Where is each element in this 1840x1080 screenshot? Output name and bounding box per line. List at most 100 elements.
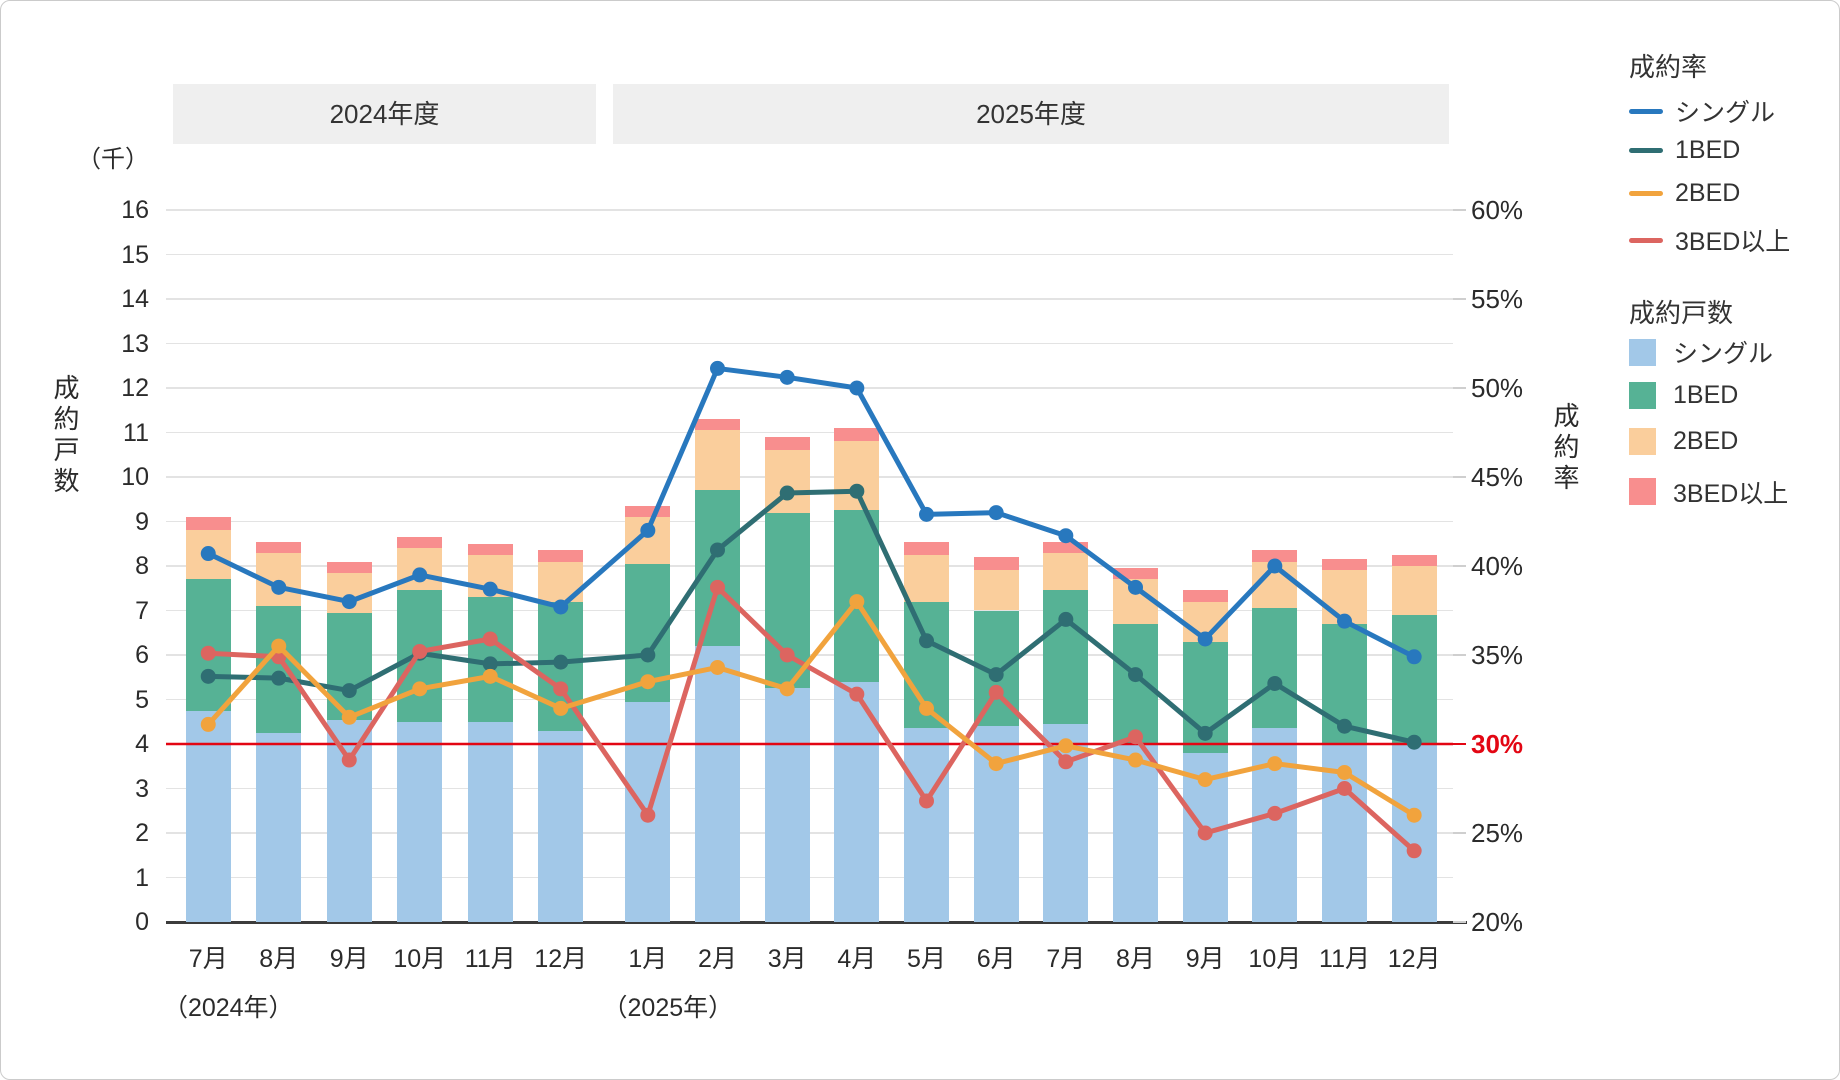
legend-count-item-swatch bbox=[1629, 428, 1656, 455]
right-axis-tick bbox=[1453, 654, 1466, 656]
left-axis-tick-label: 12 bbox=[121, 374, 149, 402]
bar-segment-3BED以上 bbox=[625, 505, 671, 518]
x-axis-month-label: 2月 bbox=[698, 945, 737, 973]
bar-segment-2BED bbox=[1322, 570, 1367, 624]
right-axis-tick-label: 50% bbox=[1471, 373, 1524, 403]
legend-rate-item: シングル bbox=[1629, 93, 1775, 129]
bar-segment-1BED bbox=[834, 510, 880, 682]
legend-rate-item: 2BED bbox=[1629, 179, 1740, 208]
legend-rate-item-label: 2BED bbox=[1675, 179, 1741, 207]
left-axis-tick-label: 10 bbox=[121, 463, 149, 491]
x-axis-month-label: 3月 bbox=[767, 945, 807, 973]
bar-segment-3BED以上 bbox=[185, 517, 231, 531]
x-axis-month-label: 5月 bbox=[907, 945, 946, 973]
legend-rate-item-swatch bbox=[1629, 148, 1663, 153]
left-axis-tick-label: 2 bbox=[135, 819, 149, 847]
legend-rate-item-swatch bbox=[1629, 108, 1663, 114]
legend-count-item-swatch bbox=[1629, 381, 1656, 409]
left-axis-tick-label: 7 bbox=[135, 596, 149, 625]
legend-count-item-label: 3BED以上 bbox=[1673, 479, 1789, 508]
bar-segment-シングル bbox=[764, 688, 810, 922]
bar-segment-3BED以上 bbox=[764, 436, 810, 451]
bar-segment-1BED bbox=[904, 601, 949, 729]
right-axis-tick bbox=[1453, 387, 1466, 389]
legend-rate-item: 1BED bbox=[1629, 136, 1740, 165]
rate-point-シングル bbox=[988, 505, 1004, 521]
bar-segment-シングル bbox=[326, 719, 372, 922]
x-axis-year-note: （2024年） bbox=[162, 994, 294, 1022]
legend-count-item-swatch bbox=[1629, 338, 1656, 366]
gridline bbox=[166, 209, 1453, 211]
legend-count-item: 1BED bbox=[1629, 381, 1738, 410]
x-axis-month-label: 11月 bbox=[1319, 945, 1370, 973]
x-axis-month-label: 8月 bbox=[1116, 945, 1155, 973]
bar-segment-3BED以上 bbox=[326, 561, 372, 573]
x-axis-baseline bbox=[166, 920, 1467, 924]
bar-segment-2BED bbox=[185, 530, 231, 580]
bar-segment-シングル bbox=[467, 721, 513, 922]
gridline bbox=[166, 298, 1453, 300]
bar-segment-シングル bbox=[904, 728, 949, 922]
right-axis-tick bbox=[1453, 743, 1466, 745]
bar-segment-シングル bbox=[1252, 728, 1298, 922]
bar-segment-3BED以上 bbox=[973, 557, 1019, 571]
bar-segment-1BED bbox=[256, 606, 302, 733]
right-axis-tick-label: 25% bbox=[1471, 818, 1524, 848]
bar-segment-1BED bbox=[973, 610, 1019, 727]
bar-segment-3BED以上 bbox=[904, 541, 949, 555]
legend-count-title: 成約戸数 bbox=[1629, 298, 1734, 328]
gridline bbox=[166, 431, 1453, 434]
bar-segment-1BED bbox=[1182, 641, 1228, 753]
right-axis-tick-label: 35% bbox=[1471, 640, 1524, 670]
legend-rate-item-swatch bbox=[1629, 237, 1663, 243]
bar-segment-2BED bbox=[1391, 566, 1437, 615]
bar-segment-2BED bbox=[973, 570, 1019, 611]
legend-rate-item-label: 3BED以上 bbox=[1675, 228, 1791, 256]
bar-segment-3BED以上 bbox=[538, 550, 584, 562]
legend-rate-item-label: シングル bbox=[1675, 99, 1776, 127]
rate-point-シングル bbox=[919, 506, 934, 522]
bar-segment-2BED bbox=[326, 572, 372, 613]
rate-line-シングル bbox=[207, 365, 1416, 660]
fiscal-year-band bbox=[173, 84, 596, 144]
x-axis-month-label: 7月 bbox=[1046, 945, 1086, 973]
bar-segment-シングル bbox=[256, 732, 302, 922]
bar-segment-1BED bbox=[326, 612, 372, 720]
right-axis-tick-label: 30% bbox=[1471, 729, 1524, 759]
left-axis-tick-label: 15 bbox=[121, 240, 149, 269]
bar-segment-2BED bbox=[1113, 579, 1158, 624]
legend-rate-item: 3BED以上 bbox=[1629, 222, 1790, 258]
bar-segment-1BED bbox=[695, 490, 740, 647]
bar-segment-2BED bbox=[1043, 552, 1089, 591]
bar-segment-シングル bbox=[1113, 744, 1158, 922]
left-axis-tick-label: 14 bbox=[121, 285, 149, 313]
left-axis-tick-label: 11 bbox=[123, 418, 149, 447]
right-axis-tick-label: 40% bbox=[1471, 551, 1524, 581]
legend-rate-title: 成約率 bbox=[1629, 52, 1708, 82]
bar-segment-3BED以上 bbox=[397, 537, 443, 549]
rate-line-3BED以上 bbox=[208, 584, 1416, 853]
x-axis-month-label: 6月 bbox=[976, 945, 1016, 973]
left-axis-tick-label: 3 bbox=[135, 774, 149, 803]
bar-segment-1BED bbox=[185, 579, 231, 711]
x-axis-month-label: 9月 bbox=[1185, 945, 1225, 973]
bar-segment-2BED bbox=[625, 517, 671, 564]
rate-point-シングル bbox=[710, 360, 725, 376]
left-axis-tick-label: 16 bbox=[121, 196, 149, 224]
bar-segment-1BED bbox=[1322, 623, 1367, 744]
bar-segment-2BED bbox=[256, 552, 302, 607]
left-axis-tick-label: 6 bbox=[135, 641, 149, 669]
left-axis-tick-label: 4 bbox=[135, 730, 149, 758]
bar-segment-1BED bbox=[1113, 623, 1158, 744]
bar-segment-1BED bbox=[764, 512, 810, 689]
bar-segment-1BED bbox=[538, 601, 584, 731]
fiscal-year-band bbox=[613, 84, 1449, 144]
x-axis-month-label: 10月 bbox=[1248, 945, 1302, 973]
bar-segment-1BED bbox=[625, 563, 671, 702]
rate-line-1BED bbox=[208, 488, 1415, 745]
gridline bbox=[166, 253, 1453, 256]
bar-segment-2BED bbox=[904, 554, 949, 602]
gridline bbox=[166, 342, 1453, 345]
legend-count-item: シングル bbox=[1629, 334, 1773, 370]
